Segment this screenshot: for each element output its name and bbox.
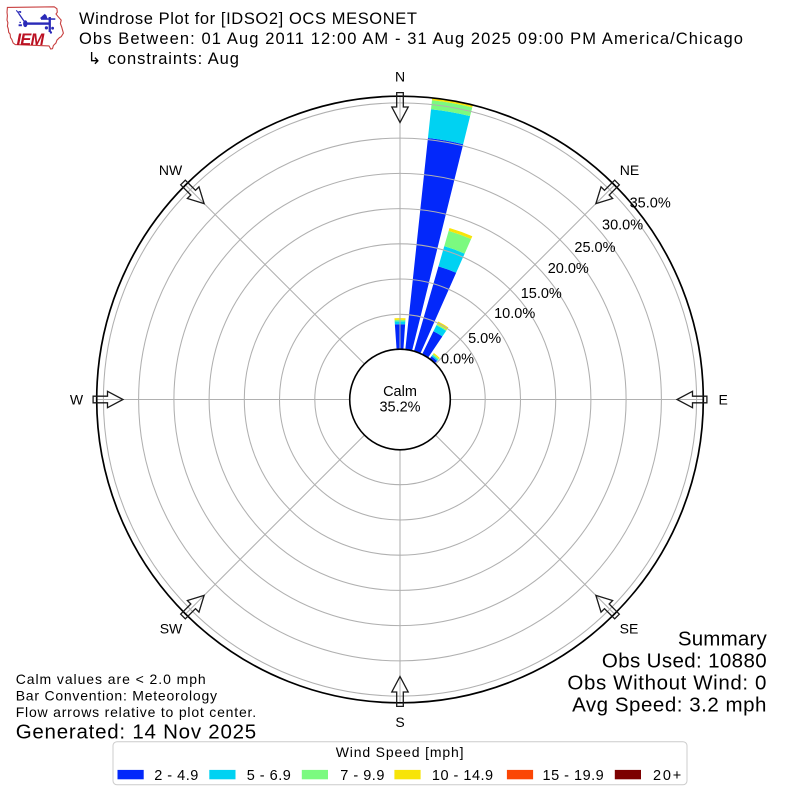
svg-text:N: N [395, 69, 405, 85]
svg-text:Avg Speed: 3.2 mph: Avg Speed: 3.2 mph [572, 694, 767, 717]
svg-text:20+: 20+ [653, 768, 683, 784]
svg-text:5.0%: 5.0% [468, 331, 501, 347]
svg-text:Obs Without Wind: 0: Obs Without Wind: 0 [567, 672, 767, 695]
svg-text:↳ constraints: Aug: ↳ constraints: Aug [88, 50, 240, 68]
svg-text:SE: SE [620, 620, 639, 636]
svg-text:E: E [719, 392, 728, 408]
svg-text:Windrose Plot for [IDSO2] OCS: Windrose Plot for [IDSO2] OCS MESONET [79, 10, 418, 28]
svg-text:Calm values are < 2.0 mph: Calm values are < 2.0 mph [16, 671, 207, 687]
svg-text:W: W [70, 392, 84, 408]
svg-text:7 - 9.9: 7 - 9.9 [340, 768, 385, 784]
svg-text:Obs Used: 10880: Obs Used: 10880 [602, 650, 767, 673]
svg-text:2 - 4.9: 2 - 4.9 [154, 768, 199, 784]
svg-text:35.2%: 35.2% [379, 400, 420, 416]
svg-text:25.0%: 25.0% [574, 240, 615, 256]
svg-text:5 - 6.9: 5 - 6.9 [247, 768, 292, 784]
svg-text:SW: SW [160, 620, 183, 636]
svg-text:30.0%: 30.0% [602, 218, 643, 234]
svg-text:Bar Convention: Meteorology: Bar Convention: Meteorology [16, 688, 218, 704]
svg-text:IEM: IEM [17, 31, 46, 49]
svg-text:NW: NW [159, 162, 183, 178]
svg-text:15 - 19.9: 15 - 19.9 [543, 768, 605, 784]
svg-text:10.0%: 10.0% [494, 306, 535, 322]
svg-text:Calm: Calm [383, 384, 417, 400]
svg-text:20.0%: 20.0% [548, 261, 589, 277]
svg-text:Wind Speed [mph]: Wind Speed [mph] [336, 744, 465, 760]
svg-text:35.0%: 35.0% [630, 195, 671, 211]
svg-text:15.0%: 15.0% [521, 286, 562, 302]
svg-text:Summary: Summary [678, 628, 768, 651]
svg-text:10 - 14.9: 10 - 14.9 [432, 768, 494, 784]
svg-text:Flow arrows relative to plot c: Flow arrows relative to plot center. [16, 704, 257, 720]
svg-text:S: S [395, 714, 404, 730]
svg-text:Generated: 14 Nov 2025: Generated: 14 Nov 2025 [16, 721, 257, 744]
svg-text:Obs Between: 01 Aug 2011 12:00: Obs Between: 01 Aug 2011 12:00 AM - 31 A… [79, 30, 744, 48]
svg-text:NE: NE [620, 162, 639, 178]
svg-text:0.0%: 0.0% [441, 351, 474, 367]
